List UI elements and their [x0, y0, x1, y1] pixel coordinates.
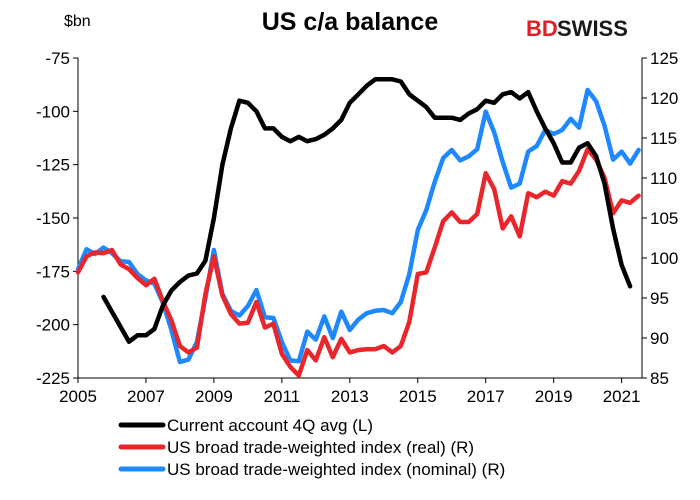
logo-text-bd: BD	[526, 16, 558, 41]
left-tick-label: -175	[36, 262, 70, 281]
y-axis-unit-label: $bn	[64, 13, 91, 30]
brand-logo: BD SWISS	[526, 16, 628, 41]
x-tick-label: 2009	[195, 387, 233, 406]
right-tick-label: 110	[650, 169, 677, 188]
left-tick-label: -150	[36, 209, 70, 228]
axes: -75 -100 -125 -150 -175 -200 -225 125 120 115 110 1…	[36, 49, 678, 406]
right-tick-label: 120	[650, 89, 678, 108]
series-lines	[75, 77, 641, 378]
x-tick-label: 2019	[535, 387, 573, 406]
x-tick-label: 2017	[467, 387, 505, 406]
x-tick-label: 2013	[331, 387, 369, 406]
legend-label-1: US broad trade-weighted index (real) (R)	[167, 438, 474, 457]
logo-text-swiss: SWISS	[557, 16, 628, 41]
left-tick-label: -225	[36, 369, 70, 388]
left-tick-label: -75	[45, 49, 70, 68]
legend-label-0: Current account 4Q avg (L)	[167, 416, 373, 435]
x-tick-label: 2005	[59, 387, 97, 406]
series-line-0	[101, 77, 633, 344]
right-tick-label: 90	[650, 329, 669, 348]
x-tick-label: 2007	[127, 387, 165, 406]
legend-label-2: US broad trade-weighted index (nominal) …	[167, 460, 505, 479]
chart-title: US c/a balance	[262, 8, 439, 36]
x-tick-label: 2011	[264, 387, 301, 406]
legend: Current account 4Q avg (L) US broad trade…	[118, 416, 505, 479]
x-tick-label: 2021	[603, 387, 641, 406]
right-tick-label: 85	[650, 369, 669, 388]
right-tick-label: 100	[650, 249, 678, 268]
right-tick-label: 115	[650, 129, 677, 148]
left-tick-label: -125	[36, 156, 70, 175]
left-tick-label: -100	[36, 102, 70, 121]
x-tick-label: 2015	[399, 387, 437, 406]
right-tick-label: 95	[650, 289, 669, 308]
left-tick-label: -200	[36, 316, 70, 335]
series-line-1	[75, 146, 641, 378]
right-tick-label: 105	[650, 209, 678, 228]
right-tick-label: 125	[650, 49, 678, 68]
